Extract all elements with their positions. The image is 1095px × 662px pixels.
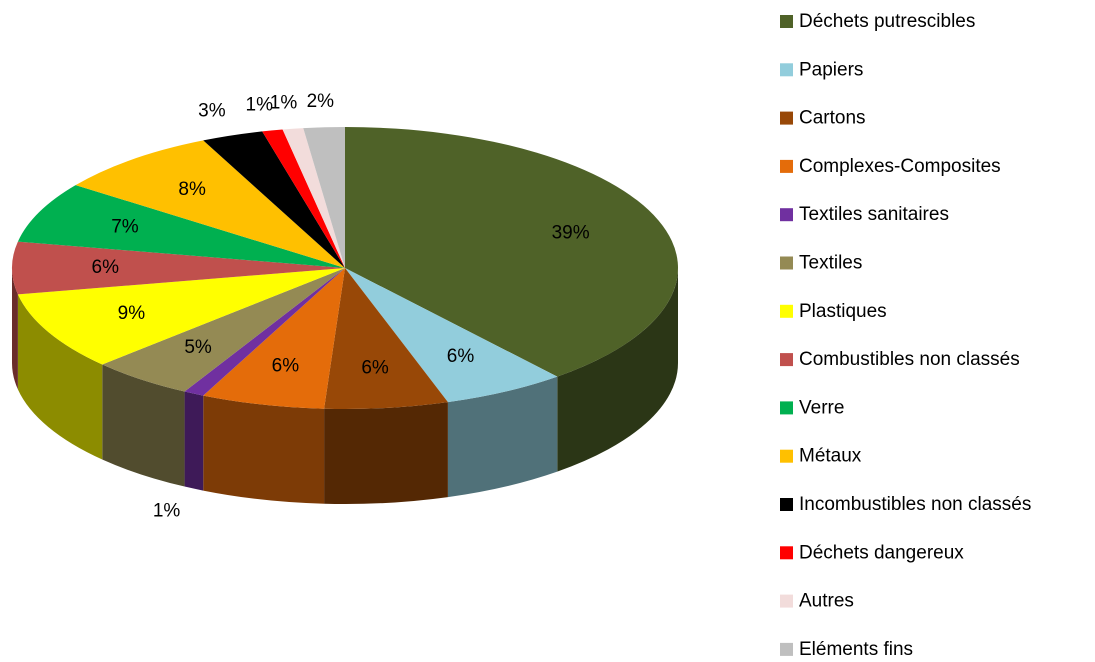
slice xyxy=(324,268,448,409)
legend-swatch xyxy=(780,63,793,77)
legend-label: Textiles sanitaires xyxy=(799,204,949,225)
legend-label: Verre xyxy=(799,397,844,418)
legend-swatch xyxy=(780,401,793,415)
slice xyxy=(262,129,345,268)
slice xyxy=(11,241,345,295)
legend-label: Incombustibles non classés xyxy=(799,494,1031,515)
legend-label: Complexes-Composites xyxy=(799,156,1001,177)
legend-label: Eléments fins xyxy=(799,639,913,660)
legend-swatch xyxy=(780,256,793,270)
legend-label: Autres xyxy=(799,591,854,612)
slice-side xyxy=(557,268,678,472)
legend-label: Déchets dangereux xyxy=(799,542,964,563)
slice xyxy=(17,268,345,365)
data-label: 6% xyxy=(447,346,475,367)
data-label: 6% xyxy=(361,358,389,379)
slice xyxy=(17,185,345,268)
legend-label: Papiers xyxy=(799,59,863,80)
legend-label: Combustibles non classés xyxy=(799,349,1020,370)
slice xyxy=(345,268,558,403)
slice xyxy=(75,140,345,268)
legend-swatch xyxy=(780,304,793,318)
data-label: 6% xyxy=(272,355,300,376)
legend-swatch xyxy=(780,498,793,511)
slice-side xyxy=(102,364,185,487)
data-label: 7% xyxy=(111,217,139,238)
legend-label: Déchets putrescibles xyxy=(799,11,975,32)
legend-swatch xyxy=(780,546,793,560)
slice xyxy=(303,127,345,268)
slice xyxy=(282,128,345,268)
legend-label: Textiles xyxy=(799,253,862,274)
legend-swatch xyxy=(780,208,793,222)
legend-swatch xyxy=(780,449,793,463)
data-label: 39% xyxy=(552,223,590,244)
legend-swatch xyxy=(780,111,793,125)
slice xyxy=(102,268,345,392)
legend-swatch xyxy=(780,15,793,28)
slice-side xyxy=(447,376,558,498)
slice-side xyxy=(17,294,103,460)
legend-label: Cartons xyxy=(799,108,866,129)
slice xyxy=(203,268,345,409)
data-label: 3% xyxy=(198,100,226,121)
slice-side xyxy=(12,268,18,390)
slice-side xyxy=(184,391,204,491)
slice xyxy=(203,131,345,268)
slice xyxy=(184,268,345,396)
legend-label: Plastiques xyxy=(799,301,887,322)
data-label: 1% xyxy=(246,95,274,116)
slice-side xyxy=(324,402,448,504)
legend-swatch xyxy=(780,594,793,608)
legend-swatch xyxy=(780,642,793,656)
data-label: 1% xyxy=(270,93,298,114)
data-label: 8% xyxy=(178,179,206,200)
legend-label: Métaux xyxy=(799,446,862,467)
data-label: 1% xyxy=(153,500,181,521)
slice-side xyxy=(203,395,325,504)
data-label: 6% xyxy=(92,257,120,278)
data-label: 5% xyxy=(184,337,212,358)
legend-swatch xyxy=(780,159,793,173)
data-label: 2% xyxy=(307,91,335,112)
slice xyxy=(345,127,678,377)
data-label: 9% xyxy=(118,303,146,324)
legend-swatch xyxy=(780,353,793,367)
